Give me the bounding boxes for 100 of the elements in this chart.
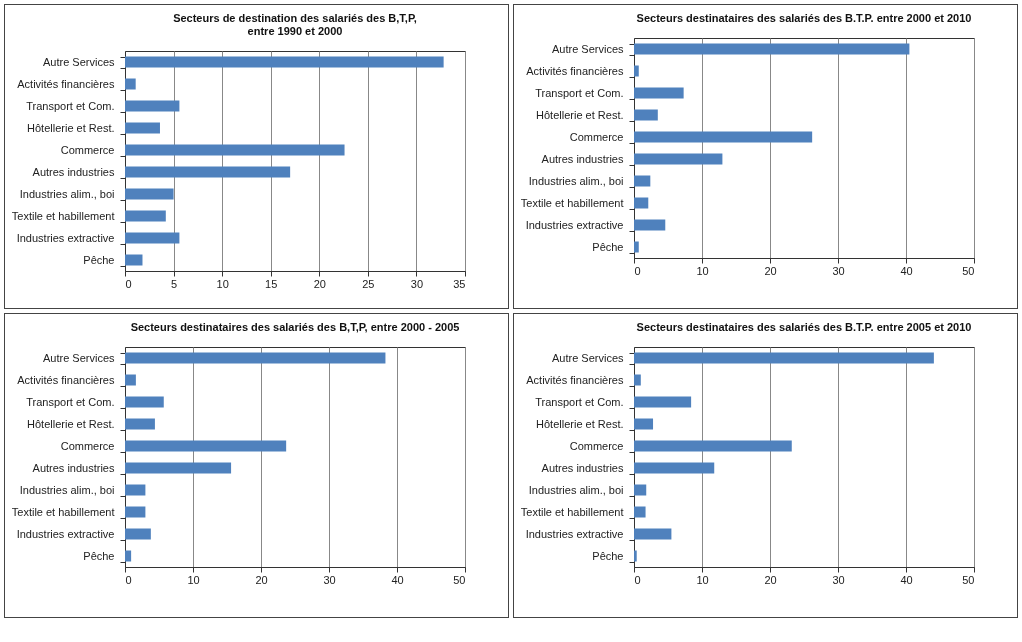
bar — [125, 374, 136, 386]
bar — [634, 175, 651, 187]
bar — [125, 166, 291, 178]
chart-title: Secteurs destinataires des salariés des B.T.P. entre 2000 et 2010 — [636, 12, 972, 24]
y-tick-label: Autre Services — [42, 351, 115, 364]
bar — [125, 100, 180, 112]
x-tick-label: 0 — [634, 573, 641, 586]
bar — [125, 210, 166, 222]
y-tick-label: Textile et habillement — [520, 196, 624, 209]
bar — [125, 418, 155, 430]
y-tick-label: Transport et Com. — [26, 99, 115, 112]
x-tick-label: 20 — [255, 573, 268, 586]
x-tick-label: 0 — [125, 277, 132, 290]
bar — [125, 484, 146, 496]
y-tick-label: Activités financières — [17, 373, 115, 386]
y-tick-label: Industries extractive — [525, 218, 624, 231]
x-tick-label: 40 — [391, 573, 404, 586]
bar — [125, 352, 386, 364]
chart-title: Secteurs destinataires des salariés des B.T.P. entre 2005 et 2010 — [636, 321, 972, 333]
x-tick-label: 30 — [323, 573, 336, 586]
bar — [634, 153, 723, 165]
x-tick-label: 30 — [832, 264, 845, 277]
bar — [634, 65, 639, 77]
y-tick-label: Activités financières — [526, 64, 624, 77]
y-tick-label: Transport et Com. — [535, 395, 624, 408]
bar — [634, 197, 649, 209]
y-tick-label: Pêche — [592, 240, 624, 253]
bar — [634, 396, 692, 408]
bar — [125, 232, 180, 244]
bar — [634, 352, 934, 364]
y-tick-label: Industries alim., boi — [19, 187, 115, 200]
y-tick-label: Commerce — [60, 439, 115, 452]
x-tick-label: 40 — [900, 573, 913, 586]
x-tick-label: 50 — [962, 573, 975, 586]
x-tick-label: 50 — [962, 264, 975, 277]
y-tick-label: Commerce — [569, 439, 624, 452]
bar — [125, 144, 345, 156]
x-tick-label: 50 — [453, 573, 466, 586]
bar — [125, 188, 174, 200]
bar — [634, 528, 672, 540]
y-tick-label: Pêche — [83, 253, 115, 266]
x-tick-label: 20 — [764, 573, 777, 586]
bar — [125, 56, 444, 68]
y-tick-label: Industries alim., boi — [528, 174, 624, 187]
x-tick-label: 10 — [696, 573, 709, 586]
x-tick-label: 30 — [832, 573, 845, 586]
y-tick-label: Hôtellerie et Rest. — [27, 417, 115, 430]
bar — [634, 131, 813, 143]
y-tick-label: Commerce — [60, 143, 115, 156]
y-tick-label: Transport et Com. — [535, 86, 624, 99]
y-tick-label: Autres industries — [32, 165, 115, 178]
bar — [634, 87, 684, 99]
x-tick-label: 40 — [900, 264, 913, 277]
bar — [634, 462, 715, 474]
y-tick-label: Pêche — [592, 549, 624, 562]
y-tick-label: Commerce — [569, 130, 624, 143]
bar — [634, 374, 641, 386]
x-tick-label: 10 — [696, 264, 709, 277]
bar — [125, 440, 287, 452]
x-tick-label: 30 — [410, 277, 424, 290]
y-tick-label: Transport et Com. — [26, 395, 115, 408]
chart-title: Secteurs de destination des salariés des B,T,P, entre 1990 et 2000 — [173, 12, 417, 37]
x-tick-label: 0 — [125, 573, 132, 586]
y-tick-label: Hôtellerie et Rest. — [27, 121, 115, 134]
y-tick-label: Activités financières — [17, 77, 115, 90]
bar — [634, 418, 654, 430]
y-tick-label: Autre Services — [551, 42, 624, 55]
bar — [634, 506, 646, 518]
x-tick-label: 20 — [313, 277, 326, 290]
bar — [634, 109, 658, 121]
y-tick-label: Autres industries — [541, 152, 624, 165]
bar — [125, 506, 146, 518]
x-tick-label: 10 — [216, 277, 229, 290]
y-tick-label: Pêche — [83, 549, 115, 562]
bar — [634, 550, 637, 562]
y-tick-label: Activités financières — [526, 373, 624, 386]
bar — [125, 550, 132, 562]
bar — [125, 462, 232, 474]
x-tick-label: 0 — [634, 264, 641, 277]
x-tick-label: 10 — [187, 573, 200, 586]
bar — [634, 219, 666, 231]
x-tick-label: 5 — [171, 277, 178, 290]
y-tick-label: Autre Services — [42, 55, 115, 68]
y-tick-label: Industries extractive — [16, 527, 115, 540]
bar — [634, 440, 792, 452]
x-tick-label: 35 — [453, 277, 466, 290]
bar — [634, 43, 910, 55]
bar — [634, 484, 647, 496]
y-tick-label: Autres industries — [541, 461, 624, 474]
chart-title: Secteurs destinataires des salariés des B,T,P, entre 2000 - 2005 — [130, 321, 460, 333]
bar — [125, 254, 143, 266]
bar — [125, 528, 151, 540]
x-tick-label: 15 — [265, 277, 278, 290]
y-tick-label: Textile et habillement — [11, 209, 115, 222]
x-tick-label: 20 — [764, 264, 777, 277]
bar — [634, 241, 639, 253]
y-tick-label: Autre Services — [551, 351, 624, 364]
y-tick-label: Industries extractive — [525, 527, 624, 540]
y-tick-label: Industries alim., boi — [528, 483, 624, 496]
x-tick-label: 25 — [362, 277, 375, 290]
